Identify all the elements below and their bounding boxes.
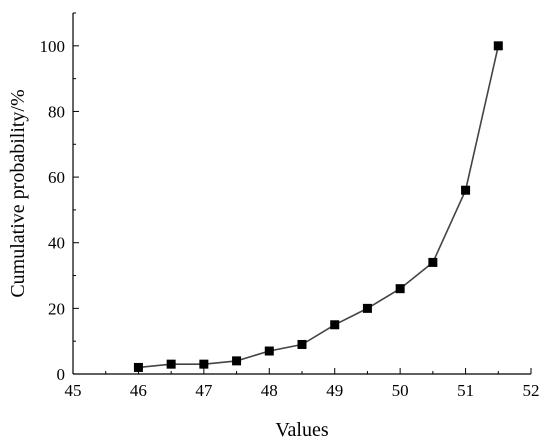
- data-point: [297, 339, 307, 349]
- y-tick-label-80: 80: [48, 102, 65, 121]
- x-tick-label-49: 49: [326, 381, 343, 400]
- data-point: [264, 346, 274, 356]
- data-point: [199, 359, 209, 369]
- data-point: [428, 257, 438, 267]
- y-tick-label-100: 100: [40, 37, 66, 56]
- y-tick-label-20: 20: [48, 299, 65, 318]
- x-tick-label-50: 50: [392, 381, 409, 400]
- x-tick-label-45: 45: [65, 381, 82, 400]
- y-tick-label-60: 60: [48, 168, 65, 187]
- ticks: [72, 12, 532, 375]
- x-tick-label-47: 47: [195, 381, 213, 400]
- data-point: [362, 303, 372, 313]
- data-point: [461, 185, 471, 195]
- series: [133, 41, 503, 372]
- y-tick-label-0: 0: [57, 365, 66, 384]
- x-tick-label-51: 51: [457, 381, 474, 400]
- data-point: [493, 41, 503, 51]
- data-point: [166, 359, 176, 369]
- x-axis-title: Values: [275, 419, 329, 441]
- y-tick-label-40: 40: [48, 234, 65, 253]
- series-line-0: [138, 45, 500, 369]
- data-point: [395, 284, 405, 294]
- data-point: [133, 362, 143, 372]
- y-axis-title: Cumulative probability/%: [7, 89, 29, 297]
- x-tick-label-46: 46: [130, 381, 147, 400]
- x-tick-label-52: 52: [523, 381, 540, 400]
- tick-labels: 45 46 47 48 49 50 51 52 0 20 40 60 80 100: [40, 37, 540, 400]
- data-point: [330, 320, 340, 330]
- data-point: [232, 356, 242, 366]
- x-tick-label-48: 48: [261, 381, 278, 400]
